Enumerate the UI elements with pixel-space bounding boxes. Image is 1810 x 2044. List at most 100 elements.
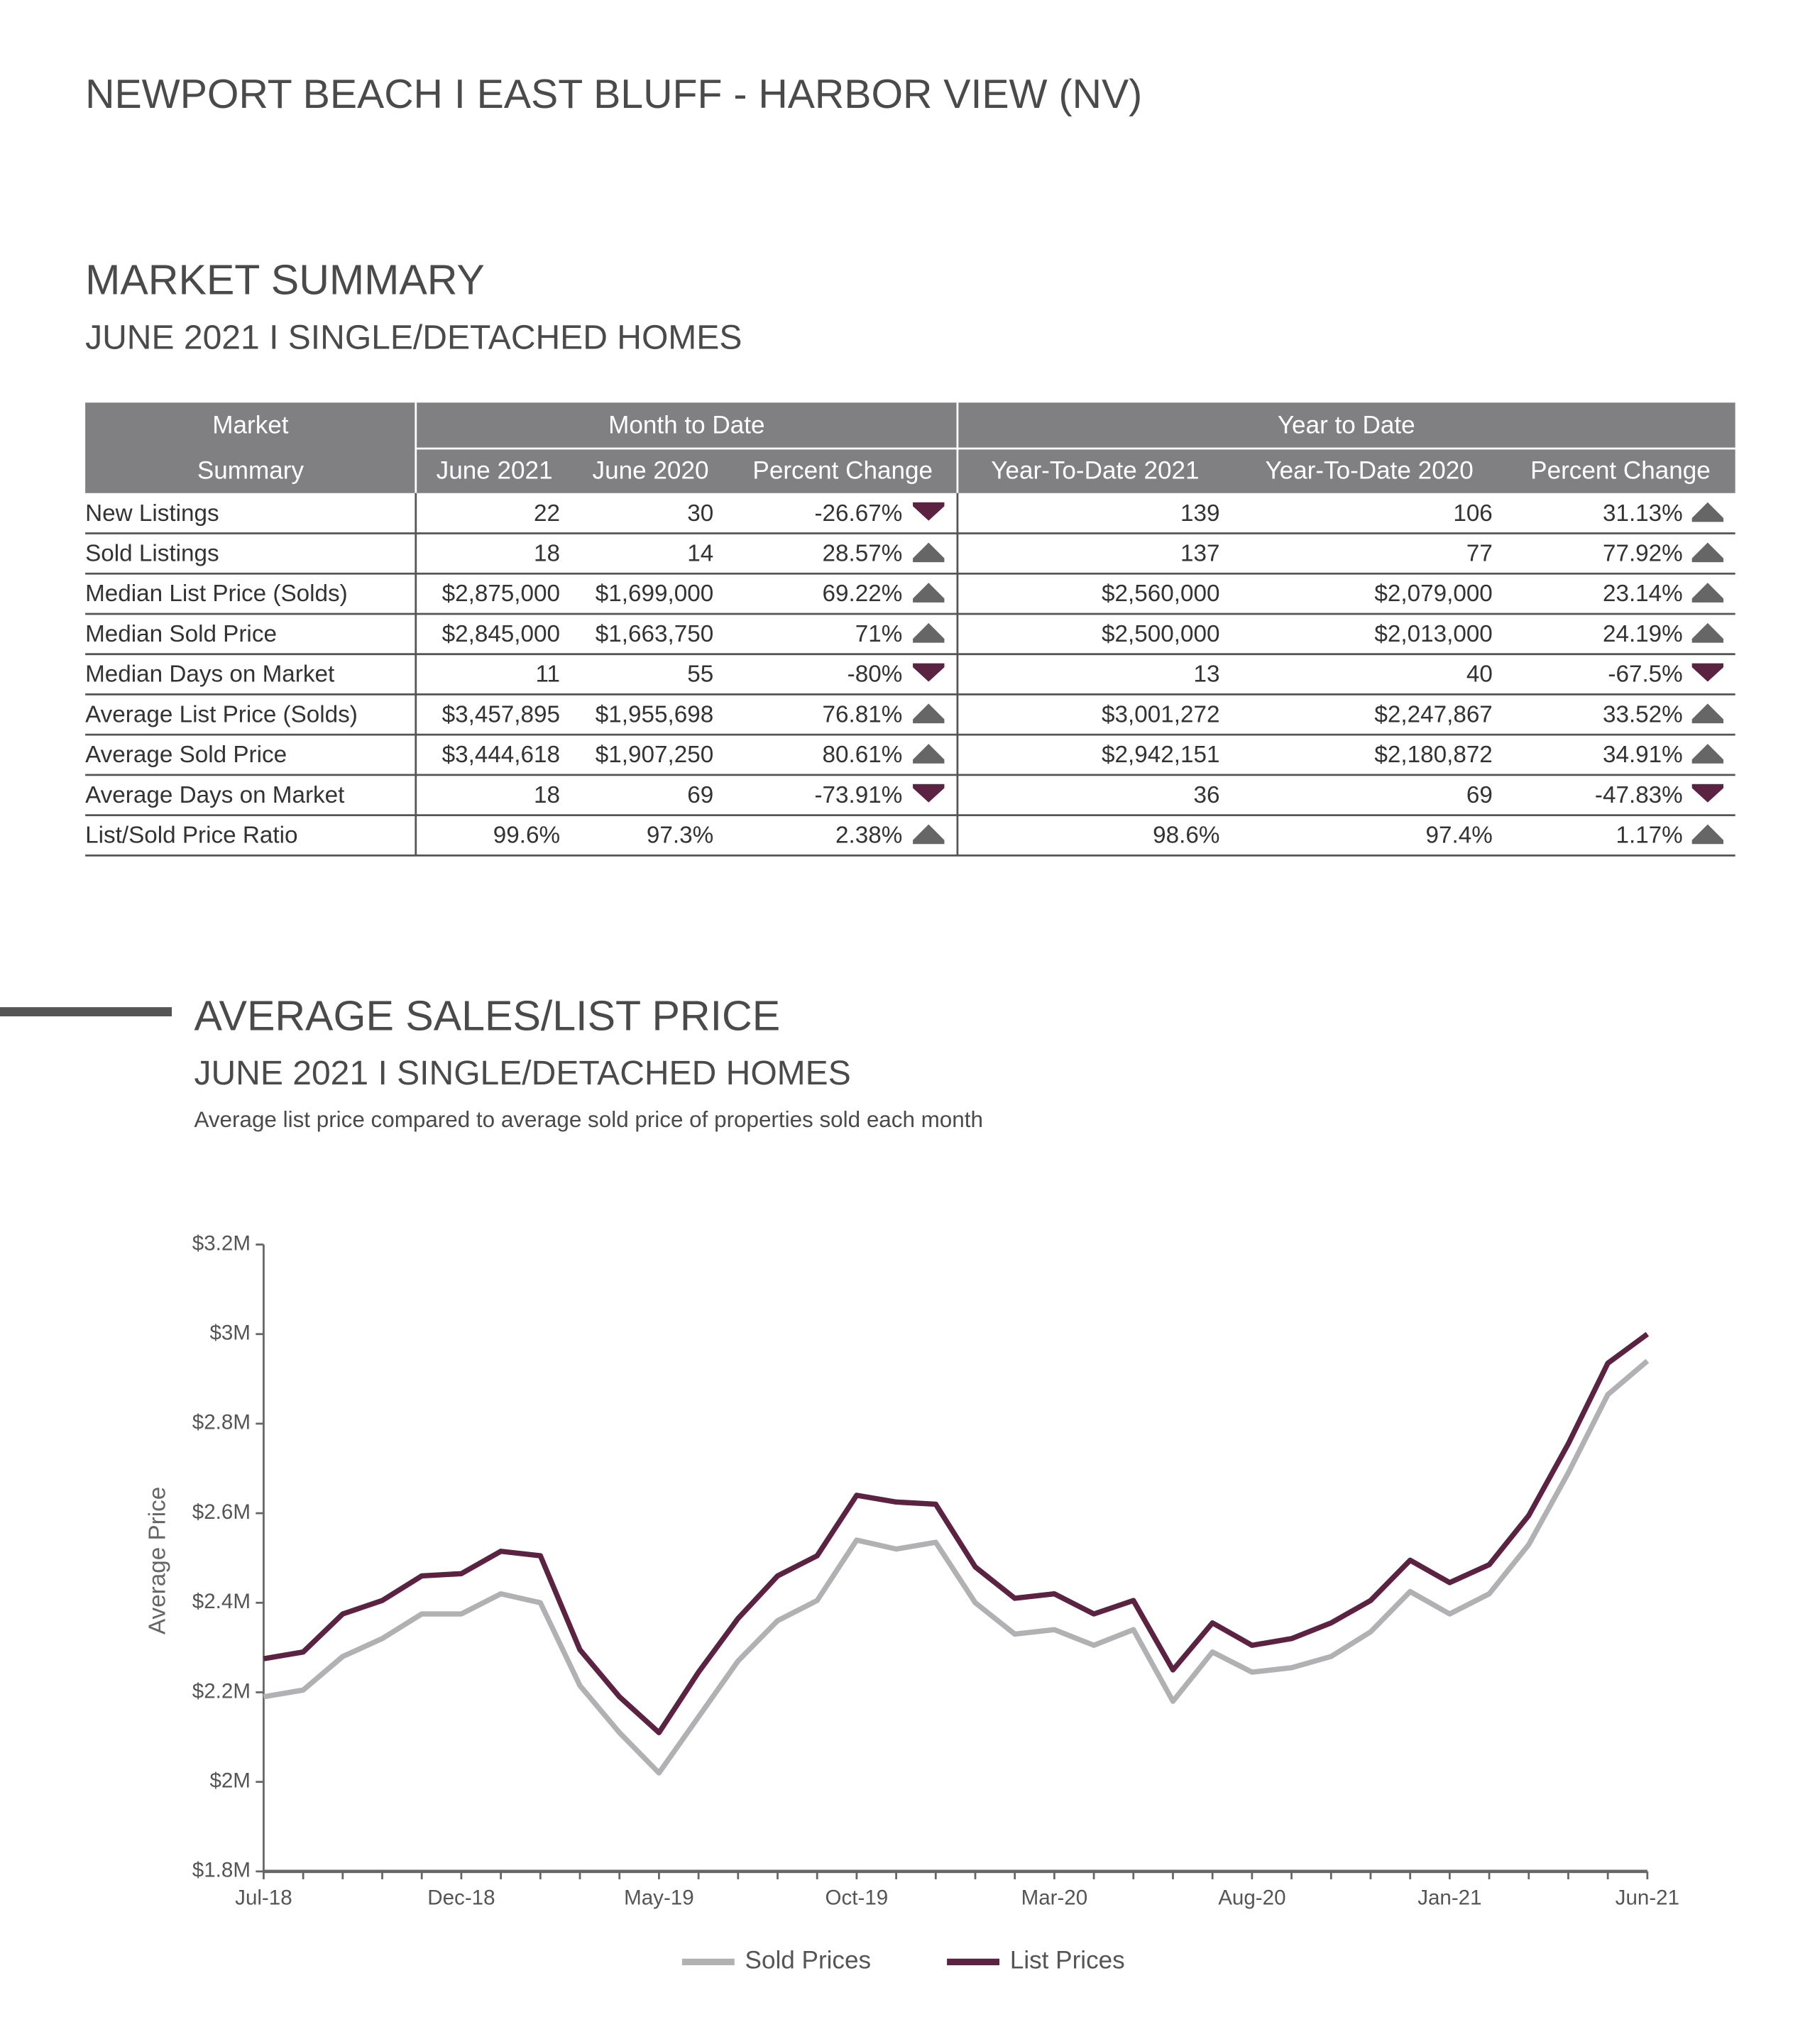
trend-down-arrow [913,502,945,521]
row-label: Average Sold Price [85,742,287,768]
section-bar [0,1007,172,1017]
y-tick-label: $2M [209,1769,250,1792]
table-cell: 69.22% [823,581,903,607]
x-tick-label: Dec-18 [427,1886,495,1909]
y-tick-label: $1.8M [192,1859,251,1882]
table-cell: 1.17% [1616,823,1682,849]
table-cell: -47.83% [1595,782,1683,808]
row-label: Average Days on Market [85,782,344,808]
trend-up-arrow [1691,824,1724,845]
table-cell: $3,001,272 [1102,701,1219,727]
table-cell: 18 [534,540,560,566]
trend-down-arrow [1691,784,1724,803]
row-label: Sold Listings [85,540,219,566]
chart-section-title: AVERAGE SALES/LIST PRICE [194,991,780,1039]
table-cell: 76.81% [823,701,903,727]
x-tick-label: May-19 [624,1886,694,1909]
table-cell: 106 [1453,500,1492,527]
table-cell: 14 [687,540,713,566]
table-cell: 69 [687,782,713,808]
table-cell: 33.52% [1603,701,1683,727]
row-label: New Listings [85,500,219,527]
x-tick-label: Jun-21 [1616,1886,1679,1909]
y-axis-title: Average Price [144,1487,170,1634]
column-header: Year-To-Date 2020 [1265,456,1473,484]
table-cell: 99.6% [493,823,560,849]
y-tick-label: $2.4M [192,1590,251,1613]
trend-up-arrow [1691,622,1724,643]
table-cell: 139 [1180,500,1219,527]
table-cell: $1,907,250 [596,742,713,768]
y-tick-label: $2.2M [192,1679,251,1703]
table-cell: $2,875,000 [442,581,560,607]
table-cell: 77.92% [1603,540,1683,566]
y-tick-label: $3M [209,1322,250,1345]
row-label: List/Sold Price Ratio [85,823,297,849]
y-tick-label: $2.8M [192,1411,251,1434]
table-cell: $3,457,895 [442,701,560,727]
page-title: NEWPORT BEACH I EAST BLUFF - HARBOR VIEW… [85,72,1142,117]
table-cell: 28.57% [823,540,903,566]
trend-down-arrow [913,784,945,803]
table-cell: 34.91% [1603,742,1683,768]
table-cell: -80% [848,661,903,688]
table-cell: 98.6% [1153,823,1219,849]
chart-section-subtitle: JUNE 2021 I SINGLE/DETACHED HOMES [194,1055,850,1092]
table-cell: 40 [1466,661,1493,688]
trend-up-arrow [913,622,945,643]
trend-up-arrow [1691,542,1724,563]
y-tick-label: $2.6M [192,1500,251,1524]
table-cell: 80.61% [823,742,903,768]
table-cell: -26.67% [814,500,902,527]
trend-up-arrow [913,703,945,724]
row-label: Median Days on Market [85,661,334,688]
column-header: Summary [197,456,305,484]
trend-up-arrow [913,583,945,603]
table-cell: 11 [536,661,561,688]
table-cell: $1,663,750 [596,621,713,647]
section-subtitle: JUNE 2021 I SINGLE/DETACHED HOMES [85,319,742,356]
table-cell: $2,845,000 [442,621,560,647]
trend-down-arrow [1691,663,1724,682]
table-cell: 69 [1466,782,1493,808]
trend-up-arrow [913,824,945,845]
table-cell: -73.91% [814,782,902,808]
trend-up-arrow [1691,703,1724,724]
table-cell: 137 [1180,540,1219,566]
table-cell: 36 [1193,782,1219,808]
trend-up-arrow [913,542,945,563]
row-label: Median Sold Price [85,621,277,647]
column-header: Percent Change [752,456,933,484]
trend-up-arrow [1691,502,1724,522]
column-header: June 2020 [593,456,709,484]
table-cell: 31.13% [1603,500,1683,527]
column-header: Year-To-Date 2021 [991,456,1199,484]
table-cell: $2,500,000 [1102,621,1219,647]
table-cell: $1,955,698 [596,701,713,727]
table-cell: 22 [534,500,560,527]
table-cell: 71% [855,621,903,647]
table-cell: 18 [534,782,560,808]
column-header: Percent Change [1530,456,1711,484]
table-cell: 23.14% [1603,581,1683,607]
group-header: Year to Date [1278,412,1415,439]
table-cell: -67.5% [1608,661,1682,688]
y-tick-label: $3.2M [192,1231,251,1255]
table-cell: 24.19% [1603,621,1683,647]
table-cell: $3,444,618 [442,742,560,768]
row-label: Median List Price (Solds) [85,581,348,607]
table-cell: $2,942,151 [1102,742,1219,768]
group-header: Market [212,412,289,439]
series-line [263,1358,1650,1776]
x-tick-label: Jul-18 [235,1886,292,1909]
table-cell: $1,699,000 [596,581,713,607]
series-line [263,1331,1650,1735]
table-cell: $2,247,867 [1374,701,1492,727]
trend-up-arrow [1691,583,1724,603]
table-cell: $2,079,000 [1374,581,1492,607]
table-cell: 55 [687,661,713,688]
legend-label: List Prices [1010,1947,1125,1974]
x-tick-label: Aug-20 [1218,1886,1285,1909]
